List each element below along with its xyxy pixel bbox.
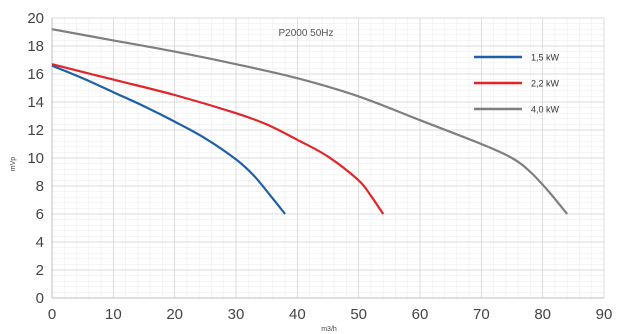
y-tick-label: 18 [27, 38, 44, 55]
y-tick-label: 0 [36, 290, 44, 307]
x-tick-label: 20 [166, 306, 183, 323]
series-line-3 [51, 28, 569, 215]
y-tick-label: 10 [27, 150, 44, 167]
x-tick-label: 50 [350, 306, 367, 323]
series-line-1 [51, 64, 286, 215]
x-tick-label: 80 [534, 306, 551, 323]
series-line-2 [51, 63, 385, 215]
x-tick-label: 0 [48, 306, 56, 323]
y-tick-label: 16 [27, 66, 44, 83]
y-axis-title: mVp [10, 157, 17, 172]
x-tick-label: 30 [228, 306, 245, 323]
chart-title: P2000 50Hz [278, 28, 333, 39]
y-tick-label: 12 [27, 122, 44, 139]
legend: 1,5 kW 2,2 kW 4,0 kW [474, 53, 560, 115]
y-tick-label: 2 [36, 262, 44, 279]
y-tick-label: 6 [36, 206, 44, 223]
legend-label-2: 2,2 kW [531, 79, 560, 89]
y-tick-label: 4 [36, 234, 44, 251]
series-group [51, 28, 569, 215]
x-tick-label: 40 [289, 306, 306, 323]
x-tick-label: 10 [105, 306, 122, 323]
x-tick-label: 70 [473, 306, 490, 323]
grid [51, 17, 605, 299]
y-tick-label: 14 [27, 94, 44, 111]
x-tick-label: 90 [596, 306, 613, 323]
y-tick-label: 8 [36, 178, 44, 195]
x-axis-title: m3/h [321, 326, 337, 333]
legend-label-1: 1,5 kW [531, 53, 560, 63]
x-tick-label: 60 [412, 306, 429, 323]
legend-label-3: 4,0 kW [531, 105, 560, 115]
y-tick-label: 20 [27, 10, 44, 27]
